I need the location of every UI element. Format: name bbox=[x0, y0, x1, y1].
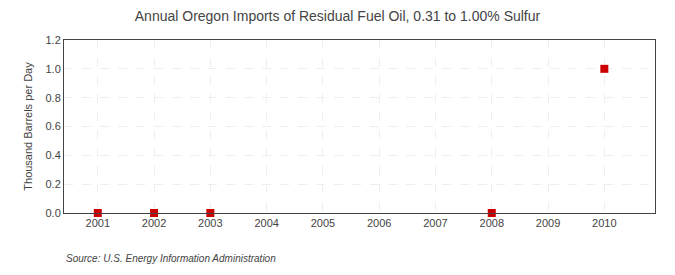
svg-text:Thousand Barrels per Day: Thousand Barrels per Day bbox=[22, 62, 34, 191]
svg-text:Source: U.S. Energy Informatio: Source: U.S. Energy Information Administ… bbox=[66, 253, 276, 264]
svg-text:1.2: 1.2 bbox=[46, 34, 61, 46]
svg-text:2001: 2001 bbox=[86, 217, 110, 229]
svg-text:0.6: 0.6 bbox=[46, 120, 61, 132]
svg-text:2008: 2008 bbox=[480, 217, 504, 229]
svg-text:0.2: 0.2 bbox=[46, 178, 61, 190]
svg-text:2009: 2009 bbox=[536, 217, 560, 229]
svg-text:2002: 2002 bbox=[142, 217, 166, 229]
svg-text:0.8: 0.8 bbox=[46, 92, 61, 104]
svg-text:0.0: 0.0 bbox=[46, 207, 61, 219]
svg-text:Annual Oregon Imports of Resid: Annual Oregon Imports of Residual Fuel O… bbox=[135, 8, 541, 24]
svg-text:2007: 2007 bbox=[423, 217, 447, 229]
svg-text:2005: 2005 bbox=[311, 217, 335, 229]
svg-text:2010: 2010 bbox=[592, 217, 616, 229]
svg-text:0.4: 0.4 bbox=[46, 149, 61, 161]
svg-text:2004: 2004 bbox=[254, 217, 278, 229]
svg-text:2006: 2006 bbox=[367, 217, 391, 229]
svg-text:2003: 2003 bbox=[198, 217, 222, 229]
svg-text:1.0: 1.0 bbox=[46, 63, 61, 75]
